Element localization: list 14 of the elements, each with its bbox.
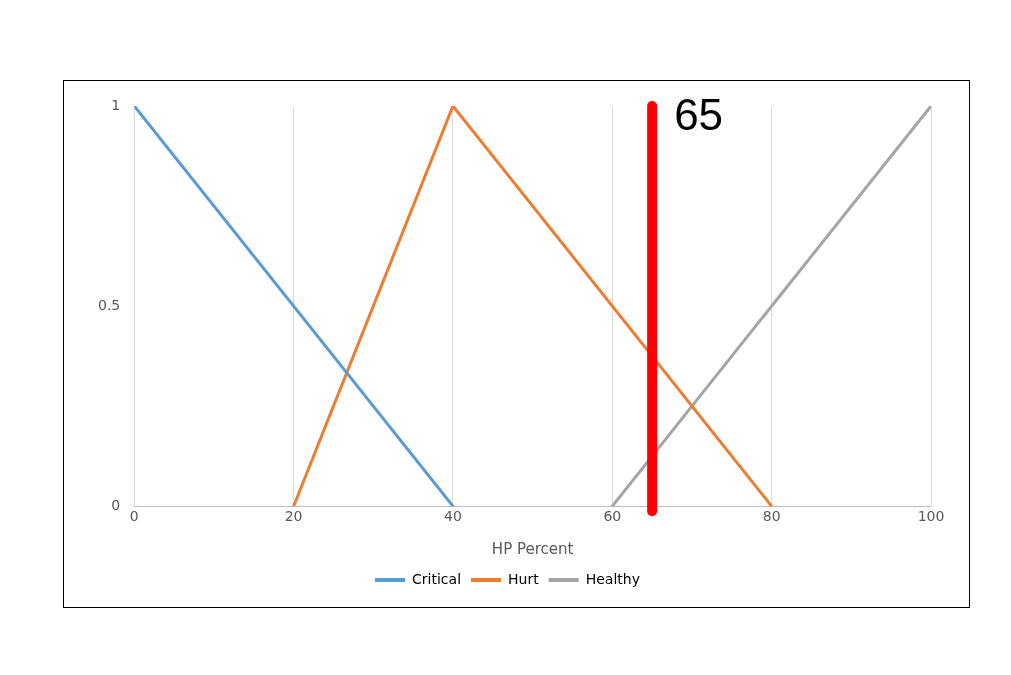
- x-tick-label: 0: [129, 508, 139, 525]
- x-tick-label: 20: [284, 508, 303, 525]
- x-axis-title: HP Percent: [491, 539, 574, 558]
- x-tick-label: 80: [762, 508, 781, 525]
- x-tick-label: 40: [444, 508, 462, 525]
- x-tick-label: 100: [917, 508, 945, 525]
- y-tick-label: 0.5: [98, 296, 121, 313]
- ref-line-label: 65: [674, 90, 724, 140]
- y-tick-label: 0: [111, 496, 121, 513]
- legend-label: Critical: [412, 570, 462, 587]
- legend-label: Hurt: [508, 570, 540, 587]
- x-tick-label: 60: [603, 508, 622, 525]
- y-tick-label: 1: [111, 96, 121, 113]
- legend-label: Healthy: [585, 570, 640, 587]
